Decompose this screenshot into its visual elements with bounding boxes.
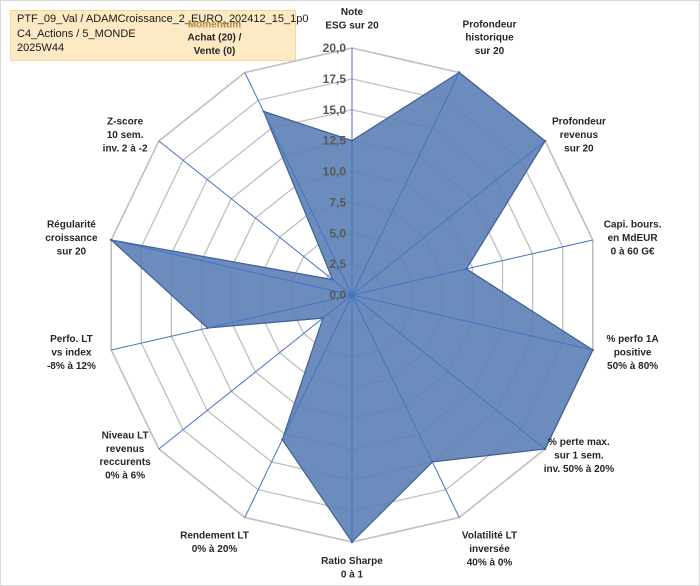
header-line-category: C4_Actions / 5_MONDE (17, 28, 136, 40)
radar-category-labels: Note ESG sur 20 Profondeur historique sur 20… (45, 7, 661, 580)
axis-spoke (351, 140, 546, 296)
category-label: Note ESG sur 20 (325, 7, 379, 31)
tick-label: 7,5 (329, 195, 346, 209)
header-line-portfolio: PTF_09_Val / ADAMCroissance_2_EURO_20241… (17, 13, 309, 25)
tick-label: 10,0 (323, 165, 347, 179)
category-label: Ratio Sharpe 0 à 1 (321, 556, 383, 580)
tick-label: 12,5 (323, 134, 347, 148)
axis-spoke (244, 72, 353, 296)
category-label: Rendement LT 0% à 20% (180, 531, 249, 555)
axis-spoke (351, 294, 593, 351)
axis-spoke (351, 294, 460, 518)
category-label: Profondeur revenus sur 20 (552, 117, 606, 155)
radar-spokes (111, 48, 593, 542)
tick-label: 20,0 (323, 41, 347, 55)
category-label: Profondeur historique sur 20 (463, 19, 517, 57)
category-label: Niveau LT revenus reccurents 0% à 6% (100, 430, 152, 481)
axis-spoke (244, 294, 353, 518)
chart-header-box: PTF_09_Val / ADAMCroissance_2_EURO_20241… (10, 10, 308, 61)
axis-spoke (158, 140, 353, 296)
tick-label: 15,0 (323, 103, 347, 117)
category-label: Z-score 10 sem. inv. 2 à -2 (103, 117, 148, 155)
tick-label: 0,0 (329, 288, 346, 302)
category-label: Momentum Achat (20) / Vente (0) (188, 19, 242, 57)
axis-spoke (111, 239, 353, 296)
category-label: % perfo 1A positive 50% à 80% (606, 334, 658, 372)
header-line-week: 2025W44 (17, 42, 65, 54)
axis-spoke (111, 294, 353, 351)
axis-spoke (158, 294, 353, 450)
tick-label: 2,5 (329, 257, 346, 271)
category-label: Volatilité LT inversée 40% à 0% (462, 531, 517, 569)
axis-spoke (351, 239, 593, 296)
category-label: Perfo. LT vs index -8% à 12% (47, 334, 96, 372)
tick-label: 5,0 (329, 226, 346, 240)
category-label: Régularité croissance sur 20 (45, 220, 98, 258)
category-label: % perte max. sur 1 sem. inv. 50% à 20% (544, 437, 615, 475)
axis-spoke (351, 294, 546, 450)
axis-spoke (351, 72, 460, 296)
category-label: Capi. bours. en MdEUR 0 à 60 G€ (604, 220, 662, 258)
tick-label: 17,5 (323, 72, 347, 86)
radar-tick-labels: 0,0 2,5 5,0 7,5 10,0 12,5 15,0 17,5 20,0 (323, 41, 347, 302)
